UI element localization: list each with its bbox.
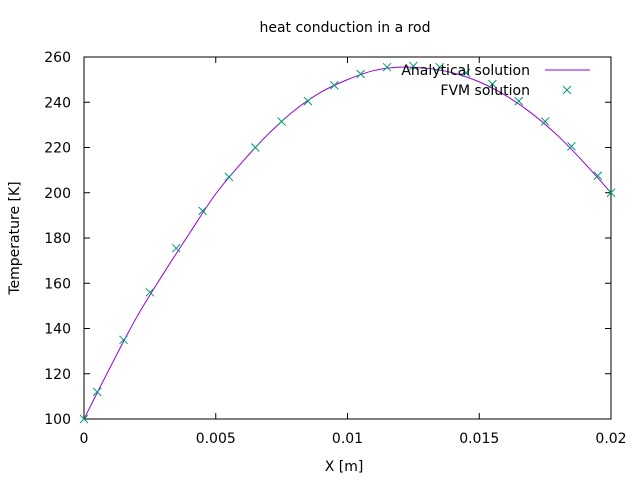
y-tick-label: 220 <box>44 141 71 157</box>
fvm-point <box>303 96 313 106</box>
fvm-point <box>277 117 286 126</box>
chart-title: heat conduction in a rod <box>259 20 430 36</box>
series-line-analytical <box>83 66 612 420</box>
series-layer <box>79 61 616 424</box>
y-tick-labels: 100 120 140 160 180 200 220 240 260 <box>44 50 71 428</box>
y-axis-label: Temperature [K] <box>7 181 23 295</box>
fvm-point <box>567 142 576 151</box>
axis-ticks <box>83 56 612 420</box>
legend: Analytical solution FVM solution <box>401 63 590 99</box>
legend-entry-fvm-marker <box>562 85 572 95</box>
fvm-point <box>79 414 89 424</box>
fvm-point <box>171 243 181 253</box>
x-tick-label: 0.02 <box>595 431 626 447</box>
y-tick-label: 200 <box>44 186 71 202</box>
fvm-point <box>198 206 207 216</box>
fvm-point <box>145 287 155 297</box>
fvm-point <box>514 96 524 106</box>
fvm-point <box>435 62 445 72</box>
y-tick-label: 180 <box>44 231 71 247</box>
fvm-point <box>540 117 550 126</box>
x-tick-label: 0.005 <box>196 431 236 447</box>
x-axis-label: X [m] <box>325 459 364 475</box>
fvm-point <box>329 80 339 90</box>
y-tick-label: 100 <box>44 412 71 428</box>
legend-entry-analytical-label: Analytical solution <box>401 63 530 79</box>
y-tick-label: 120 <box>44 367 71 383</box>
fvm-point <box>92 387 102 397</box>
x-tick-label: 0 <box>80 431 89 447</box>
fvm-point <box>382 62 392 72</box>
fvm-point <box>356 69 366 79</box>
x-tick-labels: 0 0.005 0.01 0.015 0.02 <box>80 431 627 447</box>
fvm-point <box>250 143 260 152</box>
fvm-point <box>488 79 497 89</box>
x-tick-label: 0.01 <box>332 431 363 447</box>
fvm-point <box>409 61 418 71</box>
legend-x-marker <box>562 85 572 95</box>
legend-entry-fvm-label: FVM solution <box>440 83 530 99</box>
y-tick-label: 160 <box>44 276 71 292</box>
y-tick-label: 140 <box>44 322 71 338</box>
fvm-point <box>461 68 471 78</box>
x-tick-label: 0.015 <box>459 431 499 447</box>
fvm-point <box>606 188 616 198</box>
fvm-point <box>224 172 234 182</box>
y-tick-label: 260 <box>44 50 71 66</box>
plot-frame <box>83 56 612 420</box>
fvm-point <box>119 335 128 345</box>
y-tick-label: 240 <box>44 95 71 111</box>
fvm-point <box>593 171 603 181</box>
